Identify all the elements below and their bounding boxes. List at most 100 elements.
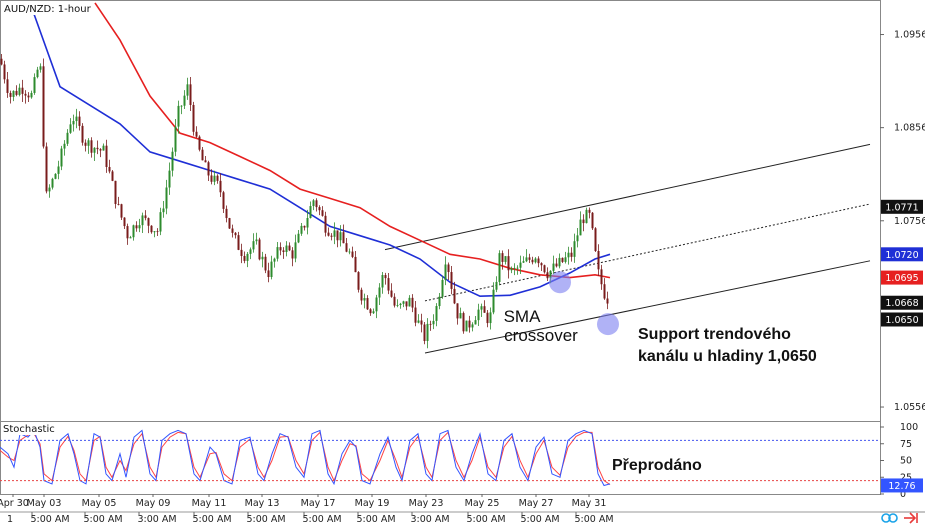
date-tick-label-3: May 09	[136, 498, 171, 509]
candle-body-96	[288, 245, 291, 251]
candle-body-53	[159, 212, 162, 232]
candle-body-7	[21, 87, 24, 94]
candle-body-72	[216, 175, 219, 181]
candle-body-176	[528, 257, 531, 260]
date-tick-label-8: May 23	[409, 498, 444, 509]
date-tick-label-1: May 03	[27, 498, 62, 509]
candle-body-69	[207, 162, 210, 176]
candle-body-1	[3, 64, 6, 80]
candle-body-130	[390, 290, 393, 297]
candle-body-149	[447, 264, 450, 273]
candle-body-143	[429, 323, 432, 325]
candle-body-28	[84, 142, 87, 146]
candle-body-77	[231, 228, 234, 233]
candle-body-88	[264, 256, 267, 271]
candle-body-12	[36, 69, 39, 78]
candle-body-109	[327, 232, 330, 236]
candle-body-81	[243, 255, 246, 261]
candle-body-22	[66, 132, 69, 144]
candle-body-38	[114, 180, 117, 204]
candle-body-157	[471, 324, 474, 328]
candle-body-80	[240, 249, 243, 256]
date-tick-label-0: Apr 30	[0, 498, 29, 509]
candle-body-190	[570, 252, 573, 257]
candle-body-87	[261, 256, 264, 260]
header-bg	[1, 1, 73, 15]
candle-body-136	[408, 297, 411, 307]
candle-body-2	[6, 79, 9, 93]
candle-body-137	[411, 297, 414, 308]
candle-body-168	[504, 256, 507, 262]
candle-body-16	[48, 187, 51, 192]
candle-body-175	[525, 257, 528, 262]
candle-body-68	[204, 160, 207, 163]
candle-body-155	[465, 320, 468, 332]
candle-body-150	[450, 272, 453, 289]
candle-body-108	[324, 215, 327, 233]
candle-body-161	[483, 306, 486, 313]
candle-body-197	[591, 212, 594, 229]
candle-body-166	[498, 253, 501, 282]
candle-body-95	[285, 245, 288, 252]
candle-body-116	[348, 251, 351, 253]
stoch-d-line	[0, 431, 611, 486]
stoch-tick-label-4: 0	[900, 489, 906, 500]
candle-body-182	[546, 272, 549, 279]
price-tags: 1.0771 1.0720 1.0695 1.0650 1.0668 12.76	[881, 199, 923, 493]
candle-body-23	[69, 124, 72, 133]
stochastic-lines	[0, 429, 611, 487]
candle-body-11	[33, 77, 36, 93]
candle-body-117	[351, 251, 354, 257]
candle-body-19	[57, 166, 60, 174]
candle-body-99	[297, 233, 300, 243]
candle-body-58	[174, 126, 177, 152]
candle-body-196	[588, 209, 591, 213]
candle-body-159	[477, 309, 480, 321]
candle-body-123	[369, 309, 372, 314]
sma-fast-polyline	[29, 2, 611, 298]
candle-body-186	[558, 257, 561, 267]
price-tag-bg-2	[881, 270, 923, 285]
candle-body-152	[456, 303, 459, 319]
candle-body-114	[342, 232, 345, 244]
candle-body-34	[102, 145, 105, 151]
candle-body-78	[234, 232, 237, 236]
candle-body-128	[384, 275, 387, 279]
price-tag-1: 1.0720	[885, 250, 918, 261]
highlight-circle-1	[597, 313, 619, 336]
candle-body-74	[222, 192, 225, 209]
candle-body-35	[105, 145, 108, 167]
candle-body-103	[309, 206, 312, 219]
candle-body-178	[534, 258, 537, 263]
candle-body-110	[330, 235, 333, 237]
candle-body-37	[111, 171, 114, 181]
sma-fast-line	[29, 2, 611, 298]
time-tick-label-5: 5:00 AM	[302, 514, 341, 525]
candle-body-102	[306, 218, 309, 228]
stochastic-pane[interactable]	[0, 421, 881, 495]
candle-body-183	[549, 270, 552, 279]
date-tick-label-2: May 05	[82, 498, 117, 509]
candle-body-60	[180, 105, 183, 107]
candle-body-100	[300, 225, 303, 234]
arrow-icon[interactable]	[904, 512, 918, 524]
candle-body-105	[315, 200, 318, 208]
candle-body-61	[183, 95, 186, 106]
candle-body-52	[156, 231, 159, 233]
price-pane[interactable]	[0, 0, 881, 422]
candle-body-188	[564, 257, 567, 262]
candle-body-145	[435, 306, 438, 321]
candle-body-47	[141, 215, 144, 226]
candle-body-92	[276, 247, 279, 259]
candle-body-193	[579, 219, 582, 236]
candle-body-194	[582, 219, 585, 224]
price-tick-label-2: 1.0756	[894, 216, 925, 227]
oversold-label: Přeprodáno	[612, 457, 702, 474]
candle-body-153	[459, 313, 462, 319]
price-tag-0: 1.0771	[885, 202, 918, 213]
sync-icon[interactable]	[881, 513, 898, 523]
candle-body-90	[270, 261, 273, 278]
candle-body-127	[381, 275, 384, 288]
